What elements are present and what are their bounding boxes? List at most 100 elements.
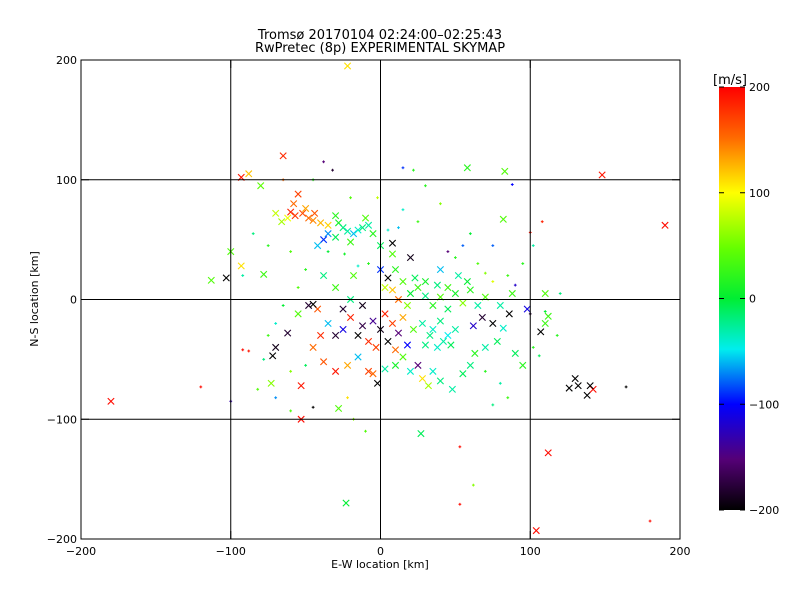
data-point-x [302, 204, 310, 213]
data-point-plus [401, 208, 405, 212]
data-point-x [439, 337, 447, 346]
colorbar-label-group: [m/s] [713, 73, 747, 88]
data-point-x [343, 227, 352, 235]
data-point-x [429, 367, 437, 375]
data-point-x [107, 397, 115, 405]
data-point-x [339, 325, 347, 334]
data-point-x [444, 305, 452, 313]
data-point-x [297, 382, 305, 390]
data-point-plus [458, 445, 462, 449]
data-point-x [508, 289, 516, 298]
data-point-plus [531, 244, 535, 248]
data-point-x [511, 349, 519, 357]
data-point-x [343, 361, 352, 369]
data-point-x [339, 305, 347, 313]
data-point-x [418, 374, 427, 383]
data-point-x [364, 221, 373, 229]
data-point-plus [346, 396, 349, 400]
data-point-plus [416, 220, 420, 224]
data-point-x [388, 286, 397, 294]
data-point-x [373, 379, 382, 387]
data-point-x [391, 265, 400, 274]
data-point-x [354, 353, 362, 361]
colorbar-ticks: 200 100 0 −100 −200 [719, 81, 779, 517]
data-point-x [429, 301, 437, 310]
data-point-plus [491, 403, 495, 407]
data-point-plus [648, 519, 652, 523]
data-point-plus [555, 334, 559, 337]
data-point-plus [241, 348, 245, 352]
data-point-x [354, 226, 362, 234]
data-point-x [544, 312, 552, 320]
data-point-x [403, 341, 412, 349]
data-point-x [444, 331, 452, 340]
data-point-plus [322, 160, 325, 164]
data-point-plus [274, 396, 278, 400]
data-point-x [320, 271, 328, 280]
data-point-x [384, 274, 392, 282]
data-point-x [343, 62, 352, 70]
data-point-x [426, 331, 434, 340]
data-point-x [324, 221, 332, 229]
colorbar-tick-label: 0 [749, 293, 756, 306]
data-point-plus [364, 429, 367, 433]
data-point-plus [446, 250, 450, 253]
data-point-plus [483, 369, 487, 373]
data-point-x [463, 164, 471, 172]
data-point-plus [401, 166, 405, 170]
colorbar-tick-label: 200 [749, 81, 770, 94]
data-point-x [339, 224, 347, 232]
data-point-plus [289, 409, 293, 413]
colorbar-tick-label: 100 [749, 187, 770, 200]
data-point-x [324, 319, 332, 328]
data-point-x [541, 319, 549, 328]
data-point-x [354, 331, 362, 340]
x-tick-label: 0 [377, 545, 384, 558]
data-point-x [358, 301, 367, 310]
colorbar-label: [m/s] [713, 73, 747, 88]
data-point-x [309, 343, 317, 351]
data-point-x [331, 367, 340, 375]
y-tick-label: 0 [70, 294, 77, 307]
data-point-x [291, 212, 299, 220]
data-point-x [421, 277, 430, 286]
data-point-x [331, 212, 340, 220]
data-point-plus [624, 385, 628, 389]
data-point-x [583, 391, 591, 399]
data-point-x [237, 262, 245, 270]
data-point-x [309, 300, 317, 308]
data-point-x [260, 270, 268, 278]
data-point-x [269, 352, 277, 360]
data-point-plus [543, 310, 547, 313]
data-point-plus [471, 483, 475, 487]
data-point-plus [506, 274, 510, 277]
data-point-x [394, 329, 403, 337]
data-point-x [287, 208, 295, 216]
data-point-x [290, 200, 298, 208]
grid-lines [81, 60, 680, 539]
data-point-x [331, 283, 340, 292]
data-point-x [403, 301, 412, 310]
x-tick-label: 200 [670, 545, 691, 558]
data-point-x [661, 221, 669, 229]
data-point-plus [540, 220, 544, 224]
x-tick-label: 100 [520, 545, 541, 558]
data-point-x [451, 289, 459, 298]
data-point-x [324, 230, 332, 238]
data-point-plus [468, 232, 472, 236]
data-point-plus [256, 387, 260, 391]
data-point-x [409, 325, 418, 334]
data-point-x [245, 170, 253, 178]
data-point-x [361, 214, 370, 222]
data-point-x [349, 271, 358, 280]
data-point-plus [289, 369, 293, 373]
data-point-x [346, 238, 355, 246]
data-point-plus [304, 363, 308, 367]
data-point-plus [461, 244, 465, 248]
data-point-plus [537, 354, 541, 358]
data-point-x [417, 430, 425, 438]
data-point-x [481, 343, 489, 351]
data-point-x [406, 289, 415, 298]
data-point-x [299, 209, 307, 217]
